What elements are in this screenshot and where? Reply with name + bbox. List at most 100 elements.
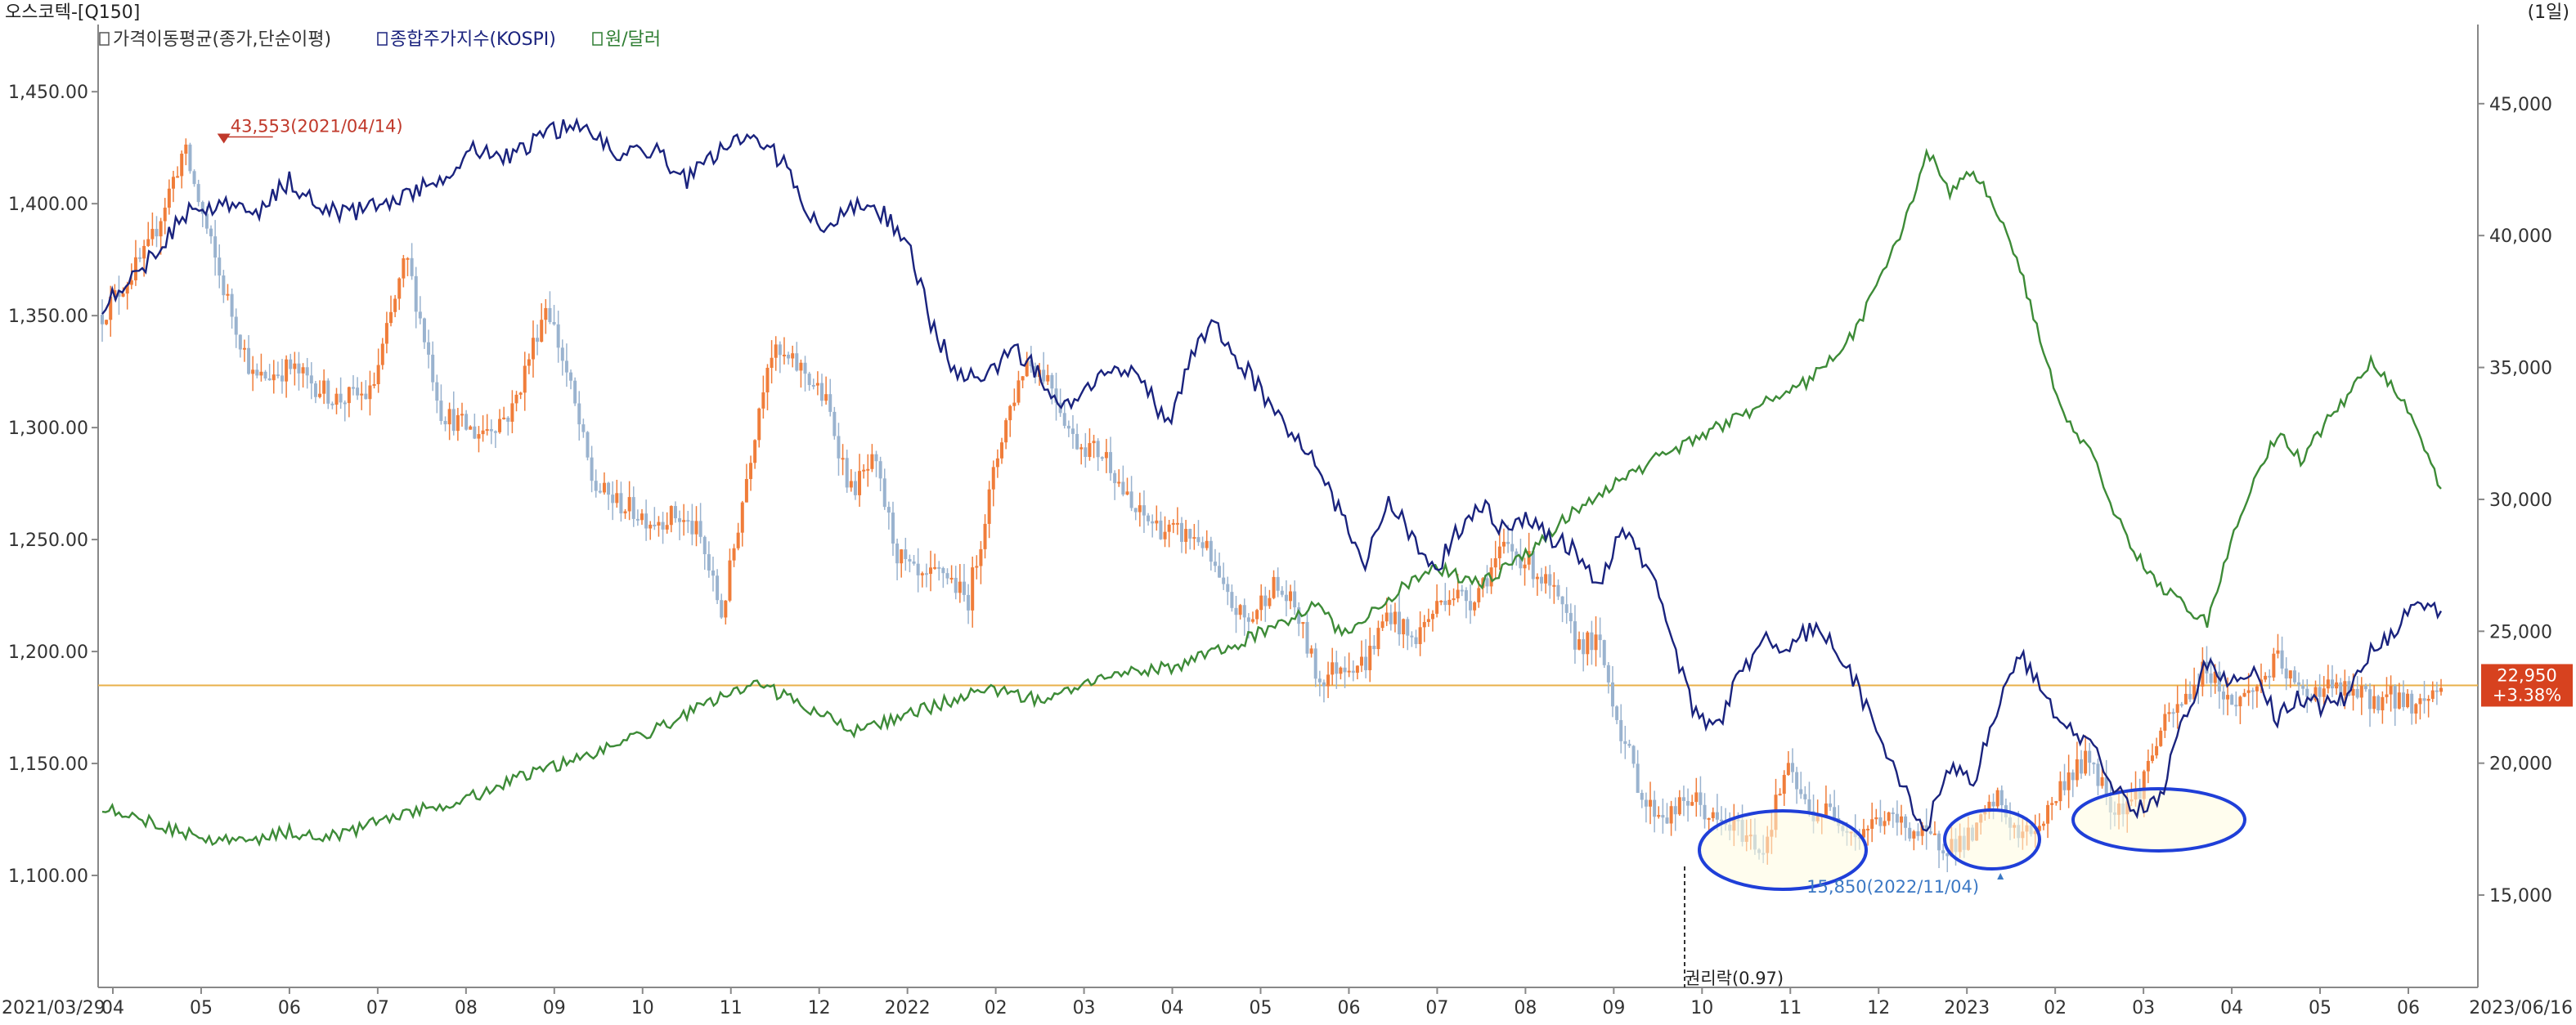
- price-candle: [870, 454, 874, 469]
- price-candle: [540, 320, 544, 342]
- price-candle: [1234, 607, 1238, 615]
- price-candle: [1439, 600, 1443, 602]
- price-candle: [2397, 692, 2401, 709]
- price-candle: [414, 275, 418, 312]
- series-lines: [101, 117, 2443, 848]
- price-candle: [1900, 816, 1903, 823]
- price-candle: [297, 363, 301, 374]
- price-candle: [2075, 759, 2079, 781]
- price-candle: [1025, 360, 1029, 377]
- price-candle: [1690, 802, 1694, 806]
- price-candle: [1870, 819, 1874, 829]
- price-candle: [1163, 531, 1167, 539]
- price-candle: [1829, 803, 1833, 808]
- price-candle: [1046, 374, 1050, 382]
- price-candle: [1155, 520, 1159, 524]
- price-candle: [841, 458, 845, 460]
- price-candle: [1284, 594, 1288, 602]
- legend-marker-ma[interactable]: [99, 32, 110, 46]
- price-candle: [1402, 619, 1406, 635]
- price-candle: [862, 469, 866, 472]
- price-candle: [1920, 825, 1924, 836]
- price-candle: [1070, 428, 1075, 434]
- price-candle: [238, 334, 242, 350]
- price-candle: [1786, 763, 1790, 776]
- price-candle: [1075, 433, 1079, 450]
- price-candle: [1573, 621, 1577, 650]
- price-candle: [1276, 576, 1280, 591]
- price-candle: [665, 525, 669, 530]
- price-candle: [732, 548, 736, 561]
- price-candle: [1941, 850, 1945, 854]
- price-candle: [971, 567, 975, 611]
- price-candle: [845, 458, 849, 488]
- price-candle: [230, 293, 234, 317]
- price-candle: [2284, 668, 2288, 679]
- price-candle: [267, 378, 272, 381]
- price-candle: [1079, 447, 1084, 450]
- price-bars: [98, 138, 2478, 873]
- price-candle: [2335, 682, 2339, 689]
- price-candle: [1681, 797, 1685, 801]
- price-candle: [180, 154, 184, 177]
- price-candle: [661, 521, 665, 530]
- price-candle: [301, 367, 305, 374]
- badge-change: +3.38%: [2493, 685, 2561, 705]
- price-candle: [1301, 621, 1305, 624]
- price-candle: [1485, 578, 1489, 587]
- price-candle: [2146, 760, 2150, 772]
- x-axis-tick-label: 2022: [885, 998, 931, 1018]
- price-candle: [2080, 759, 2083, 774]
- right-axis-tick-label: 15,000: [2489, 886, 2552, 906]
- price-candle: [678, 518, 682, 522]
- price-candle: [795, 353, 799, 371]
- price-candle: [849, 481, 853, 488]
- price-candle: [2318, 687, 2322, 697]
- price-candle: [2363, 685, 2367, 690]
- price-candle: [682, 520, 686, 522]
- krw-usd-line: [101, 147, 2442, 848]
- price-candle: [1259, 595, 1263, 611]
- price-candle: [1506, 541, 1510, 544]
- price-candle: [1631, 745, 1636, 764]
- x-axis-tick-label: 08: [1514, 998, 1537, 1018]
- price-candle: [2100, 777, 2104, 786]
- x-axis-tick-label: 08: [455, 998, 478, 1018]
- price-candle: [1380, 621, 1384, 629]
- price-candle: [937, 566, 941, 569]
- x-axis-tick-label: 2023: [1944, 998, 1990, 1018]
- legend-marker-krw[interactable]: [592, 32, 603, 46]
- price-candle: [1473, 602, 1477, 611]
- price-candle: [1410, 635, 1414, 638]
- price-candle: [2422, 698, 2426, 701]
- price-candle: [176, 176, 180, 178]
- price-candle: [1021, 376, 1025, 381]
- price-candle: [1084, 447, 1088, 458]
- legend-marker-kospi[interactable]: [377, 32, 388, 46]
- low-annotation-marker: [1997, 873, 2004, 880]
- price-candle: [2163, 714, 2167, 731]
- price-candle: [1242, 605, 1246, 618]
- price-candle: [728, 560, 732, 601]
- price-candle: [1426, 619, 1430, 622]
- price-candle: [1305, 621, 1309, 654]
- price-candle: [1564, 604, 1568, 613]
- price-candle: [498, 419, 502, 432]
- price-candle: [945, 573, 949, 579]
- price-candle: [1778, 794, 1782, 796]
- price-candle: [1335, 662, 1339, 674]
- price-candle: [376, 365, 380, 385]
- price-candle: [1548, 574, 1552, 586]
- price-candle: [481, 430, 485, 435]
- price-candle: [2104, 777, 2108, 797]
- price-candle: [1878, 817, 1883, 826]
- price-candle: [1250, 619, 1254, 622]
- price-candle: [1790, 763, 1794, 772]
- price-candle: [2209, 673, 2213, 683]
- price-candle: [422, 318, 426, 342]
- price-candle: [1590, 632, 1594, 651]
- price-candle: [657, 521, 661, 526]
- price-candle: [1807, 799, 1811, 812]
- price-candle: [493, 431, 497, 433]
